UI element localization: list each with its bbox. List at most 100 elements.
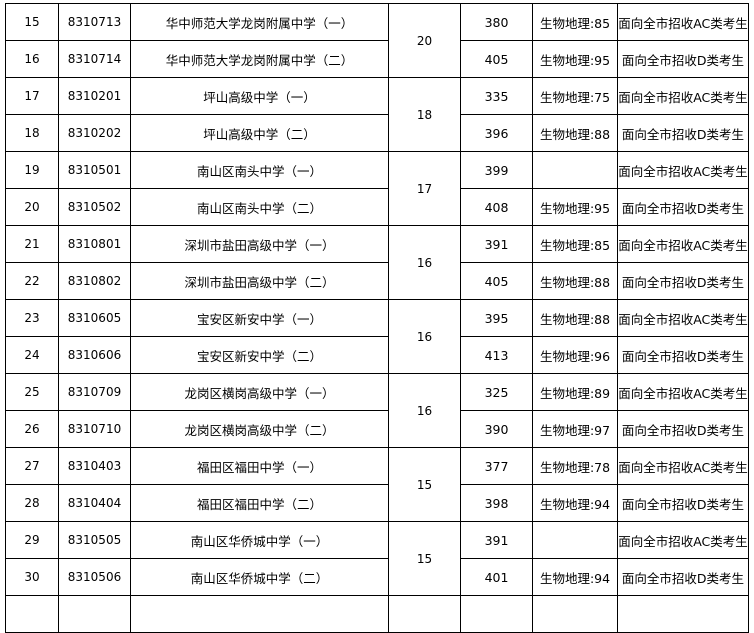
subject-score: 生物地理:94 (532, 558, 618, 596)
row-number: 17 (5, 77, 59, 115)
admission-note: 面向全市招收D类考生 (617, 262, 749, 300)
cutoff-score: 408 (460, 188, 533, 226)
row-number: 21 (5, 225, 59, 263)
empty-cell (58, 595, 131, 633)
table-row: 28 8310404 福田区福田中学（二） 398 生物地理:94 面向全市招收D类考生 (5, 484, 749, 522)
admission-note: 面向全市招收AC类考生 (617, 299, 749, 337)
admission-note: 面向全市招收D类考生 (617, 188, 749, 226)
school-name: 深圳市盐田高级中学（一） (130, 225, 389, 263)
table-row: 17 8310201 坪山高级中学（一） 18 335 生物地理:75 面向全市招收AC类考… (5, 77, 749, 152)
empty-cell (532, 595, 618, 633)
admission-note: 面向全市招收D类考生 (617, 336, 749, 374)
subject-score: 生物地理:94 (532, 484, 618, 522)
school-name: 南山区南头中学（一） (130, 151, 389, 189)
subject-score: 生物地理:78 (532, 447, 618, 485)
subject-score: 生物地理:96 (532, 336, 618, 374)
subject-score: 生物地理:88 (532, 262, 618, 300)
cutoff-score: 390 (460, 410, 533, 448)
school-name: 南山区南头中学（二） (130, 188, 389, 226)
empty-cell (130, 595, 389, 633)
cutoff-score: 413 (460, 336, 533, 374)
table-row: 16 8310714 华中师范大学龙岗附属中学（二） 405 生物地理:95 面向全市招收… (5, 40, 749, 78)
school-name: 坪山高级中学（一） (130, 77, 389, 115)
subject-score (532, 151, 618, 189)
cutoff-score: 325 (460, 373, 533, 411)
quota-count: 17 (388, 151, 461, 226)
school-name: 龙岗区横岗高级中学（一） (130, 373, 389, 411)
quota-count: 20 (388, 3, 461, 78)
school-name: 华中师范大学龙岗附属中学（二） (130, 40, 389, 78)
school-code: 8310202 (58, 114, 131, 152)
admission-note: 面向全市招收AC类考生 (617, 373, 749, 411)
admission-note: 面向全市招收AC类考生 (617, 151, 749, 189)
subject-score: 生物地理:88 (532, 299, 618, 337)
school-name: 深圳市盐田高级中学（二） (130, 262, 389, 300)
school-code: 8310501 (58, 151, 131, 189)
empty-cell (460, 595, 533, 633)
school-code: 8310714 (58, 40, 131, 78)
row-number: 20 (5, 188, 59, 226)
cutoff-score: 377 (460, 447, 533, 485)
school-code: 8310802 (58, 262, 131, 300)
row-number: 28 (5, 484, 59, 522)
table-row: 15 8310713 华中师范大学龙岗附属中学（一） 20 380 生物地理:85 面向全市… (5, 3, 749, 78)
admission-table: 15 8310713 华中师范大学龙岗附属中学（一） 20 380 生物地理:85 面向全市… (5, 3, 749, 633)
row-number: 26 (5, 410, 59, 448)
school-code: 8310403 (58, 447, 131, 485)
school-name: 南山区华侨城中学（二） (130, 558, 389, 596)
row-number: 24 (5, 336, 59, 374)
subject-score: 生物地理:75 (532, 77, 618, 115)
admission-note: 面向全市招收AC类考生 (617, 77, 749, 115)
row-number: 27 (5, 447, 59, 485)
table-row: 26 8310710 龙岗区横岗高级中学（二） 390 生物地理:97 面向全市招收D类考… (5, 410, 749, 448)
school-name: 宝安区新安中学（二） (130, 336, 389, 374)
cutoff-score: 396 (460, 114, 533, 152)
quota-count: 16 (388, 299, 461, 374)
cutoff-score: 399 (460, 151, 533, 189)
school-name: 坪山高级中学（二） (130, 114, 389, 152)
school-code: 8310801 (58, 225, 131, 263)
quota-count: 16 (388, 225, 461, 300)
admission-note: 面向全市招收AC类考生 (617, 225, 749, 263)
quota-count: 18 (388, 77, 461, 152)
row-number: 19 (5, 151, 59, 189)
admission-note: 面向全市招收D类考生 (617, 40, 749, 78)
school-name: 华中师范大学龙岗附属中学（一） (130, 3, 389, 41)
school-code: 8310709 (58, 373, 131, 411)
school-name: 南山区华侨城中学（一） (130, 521, 389, 559)
quota-count: 16 (388, 373, 461, 448)
school-name: 龙岗区横岗高级中学（二） (130, 410, 389, 448)
subject-score: 生物地理:88 (532, 114, 618, 152)
table-row: 30 8310506 南山区华侨城中学（二） 401 生物地理:94 面向全市招收D类考生 (5, 558, 749, 596)
row-number: 15 (5, 3, 59, 41)
school-code: 8310201 (58, 77, 131, 115)
quota-count: 15 (388, 447, 461, 522)
admission-note: 面向全市招收D类考生 (617, 410, 749, 448)
table-row: 21 8310801 深圳市盐田高级中学（一） 16 391 生物地理:85 面向全市招收A… (5, 225, 749, 300)
table-row: 18 8310202 坪山高级中学（二） 396 生物地理:88 面向全市招收D类考生 (5, 114, 749, 152)
table-row: 24 8310606 宝安区新安中学（二） 413 生物地理:96 面向全市招收D类考生 (5, 336, 749, 374)
empty-cell (388, 595, 461, 633)
subject-score: 生物地理:97 (532, 410, 618, 448)
school-name: 福田区福田中学（二） (130, 484, 389, 522)
school-name: 福田区福田中学（一） (130, 447, 389, 485)
school-name: 宝安区新安中学（一） (130, 299, 389, 337)
cutoff-score: 401 (460, 558, 533, 596)
row-number: 18 (5, 114, 59, 152)
cutoff-score: 335 (460, 77, 533, 115)
admission-note: 面向全市招收AC类考生 (617, 447, 749, 485)
cutoff-score: 405 (460, 40, 533, 78)
cutoff-score: 380 (460, 3, 533, 41)
table-row: 23 8310605 宝安区新安中学（一） 16 395 生物地理:88 面向全市招收AC类… (5, 299, 749, 374)
subject-score: 生物地理:95 (532, 188, 618, 226)
row-number: 22 (5, 262, 59, 300)
admission-note: 面向全市招收D类考生 (617, 484, 749, 522)
school-code: 8310606 (58, 336, 131, 374)
empty-cell (5, 595, 59, 633)
admission-note: 面向全市招收AC类考生 (617, 521, 749, 559)
row-number: 16 (5, 40, 59, 78)
subject-score: 生物地理:89 (532, 373, 618, 411)
cutoff-score: 395 (460, 299, 533, 337)
subject-score: 生物地理:85 (532, 225, 618, 263)
school-code: 8310505 (58, 521, 131, 559)
